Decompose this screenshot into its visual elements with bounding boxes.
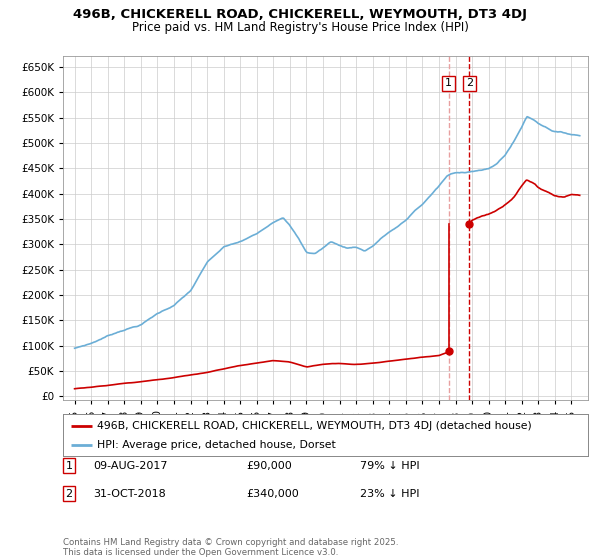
Text: £90,000: £90,000 bbox=[246, 461, 292, 471]
Text: 496B, CHICKERELL ROAD, CHICKERELL, WEYMOUTH, DT3 4DJ (detached house): 496B, CHICKERELL ROAD, CHICKERELL, WEYMO… bbox=[97, 421, 532, 431]
Text: 1: 1 bbox=[445, 78, 452, 88]
Text: 496B, CHICKERELL ROAD, CHICKERELL, WEYMOUTH, DT3 4DJ: 496B, CHICKERELL ROAD, CHICKERELL, WEYMO… bbox=[73, 8, 527, 21]
Text: 09-AUG-2017: 09-AUG-2017 bbox=[93, 461, 167, 471]
Text: 1: 1 bbox=[65, 461, 73, 471]
Text: HPI: Average price, detached house, Dorset: HPI: Average price, detached house, Dors… bbox=[97, 440, 336, 450]
Text: Price paid vs. HM Land Registry's House Price Index (HPI): Price paid vs. HM Land Registry's House … bbox=[131, 21, 469, 34]
Text: 31-OCT-2018: 31-OCT-2018 bbox=[93, 489, 166, 499]
Text: 2: 2 bbox=[466, 78, 473, 88]
Text: Contains HM Land Registry data © Crown copyright and database right 2025.
This d: Contains HM Land Registry data © Crown c… bbox=[63, 538, 398, 557]
Text: 79% ↓ HPI: 79% ↓ HPI bbox=[360, 461, 419, 471]
Text: 2: 2 bbox=[65, 489, 73, 499]
Text: £340,000: £340,000 bbox=[246, 489, 299, 499]
Text: 23% ↓ HPI: 23% ↓ HPI bbox=[360, 489, 419, 499]
